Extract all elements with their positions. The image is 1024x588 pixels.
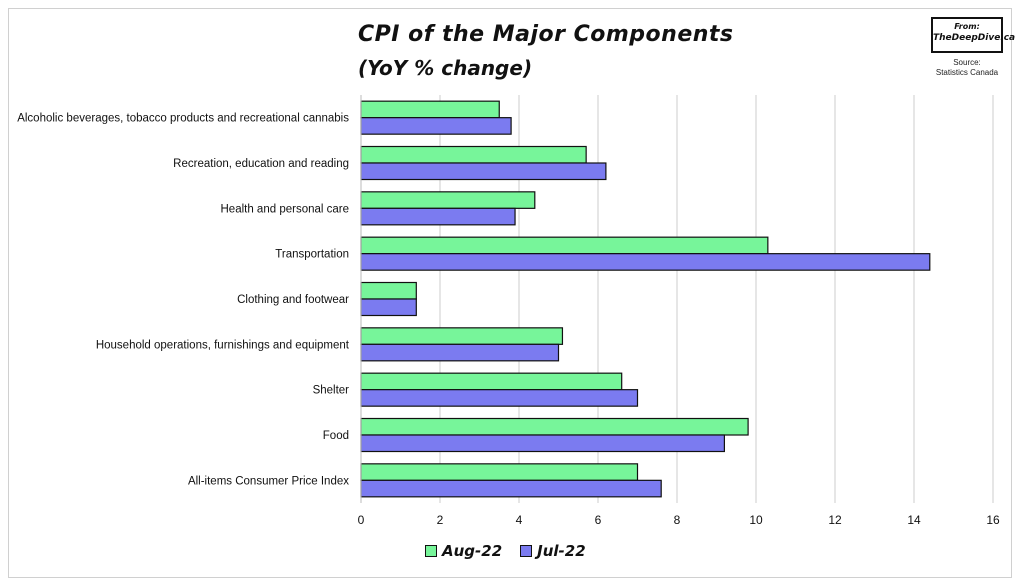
x-tick-label: 8: [674, 513, 681, 527]
bar-aug: [360, 327, 564, 345]
bar-jul: [360, 479, 662, 498]
source-label: Source:: [953, 58, 981, 67]
category-label: Health and personal care: [221, 203, 350, 215]
category-label: Shelter: [313, 385, 350, 397]
bar-aug: [360, 145, 587, 164]
bar-aug: [360, 372, 623, 391]
brand-from: From:: [954, 22, 980, 31]
bar-jul: [360, 117, 512, 135]
chart-title: CPI of the Major Components: [358, 22, 734, 47]
bar-aug: [360, 236, 769, 255]
legend-item-jul: Jul-22: [520, 542, 586, 560]
bar-aug: [360, 191, 536, 209]
bar-jul: [360, 298, 417, 317]
category-label: Food: [323, 430, 349, 442]
x-tick-label: 16: [986, 513, 1000, 527]
x-tick-label: 2: [437, 513, 444, 527]
bar-aug: [360, 100, 500, 119]
category-label: Recreation, education and reading: [173, 158, 349, 170]
bar-aug: [360, 463, 639, 481]
category-label: Clothing and footwear: [237, 294, 349, 306]
x-tick-label: 12: [828, 513, 842, 527]
legend-item-aug: Aug-22: [425, 542, 502, 560]
legend-label-jul: Jul-22: [537, 542, 586, 560]
source-name: Statistics Canada: [935, 68, 999, 77]
brand-box: From: TheDeepDive.ca: [931, 17, 1016, 53]
brand-site: TheDeepDive.ca: [933, 33, 1016, 43]
bar-jul: [360, 207, 516, 226]
bar-aug: [360, 281, 417, 300]
bar-jul: [360, 162, 607, 181]
x-tick-label: 6: [595, 513, 602, 527]
category-label: Alcoholic beverages, tobacco products an…: [17, 113, 349, 125]
legend: Aug-22 Jul-22: [425, 542, 586, 560]
legend-swatch-jul: [520, 545, 533, 557]
category-label: All-items Consumer Price Index: [188, 475, 349, 487]
x-tick-label: 14: [907, 513, 921, 527]
chart-subtitle: (YoY % change): [358, 56, 533, 80]
category-label: Transportation: [275, 249, 349, 261]
legend-swatch-aug: [425, 545, 437, 557]
x-tick-label: 4: [516, 513, 523, 527]
x-tick-label: 10: [749, 513, 763, 527]
legend-label-aug: Aug-22: [442, 542, 503, 560]
source-note: Source: Statistics Canada: [931, 58, 1003, 78]
x-tick-label: 0: [358, 513, 365, 527]
bar-jul: [360, 434, 725, 453]
category-label: Household operations, furnishings and eq…: [96, 339, 350, 351]
bar-jul: [360, 389, 639, 407]
bar-aug: [360, 417, 749, 436]
bar-jul: [360, 253, 931, 271]
bar-jul: [360, 343, 560, 362]
